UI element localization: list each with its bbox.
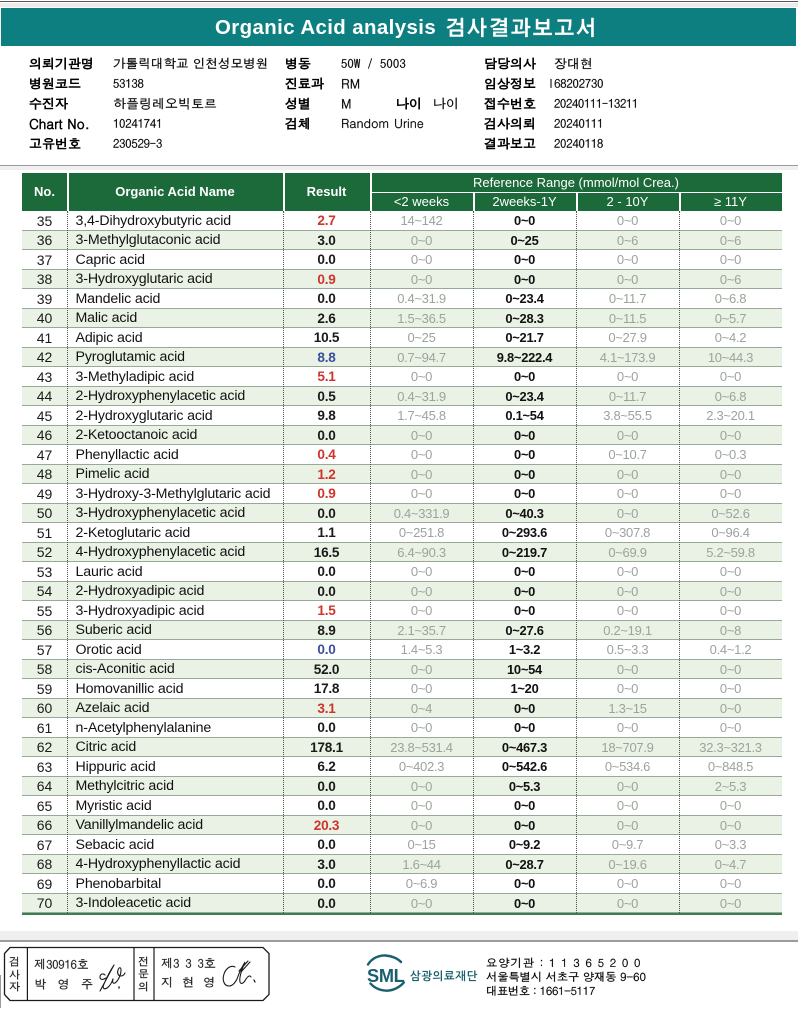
- svg-text:SML: SML: [367, 966, 405, 986]
